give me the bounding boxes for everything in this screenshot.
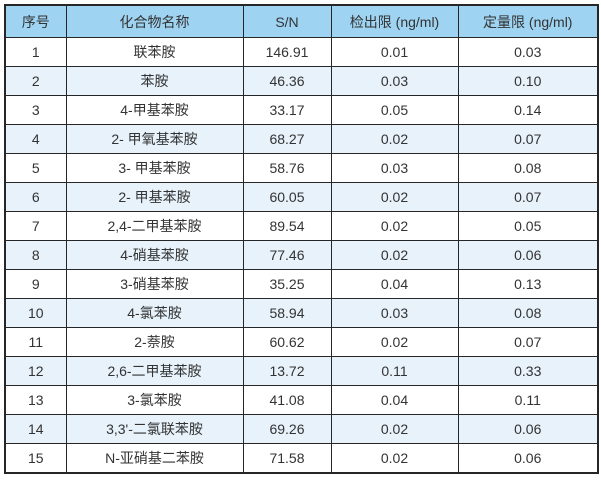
cell-sn: 33.17 [242,95,332,125]
cell-quantification-limit: 0.10 [457,66,599,96]
cell-detection-limit: 0.04 [330,385,459,415]
cell-sn: 58.76 [242,153,332,183]
col-header-index: 序号 [4,4,67,38]
cell-sn: 69.26 [242,414,332,444]
cell-index: 10 [4,298,67,328]
cell-sn: 13.72 [242,356,332,386]
table-row: 13 3-氯苯胺 41.08 0.04 0.11 [4,385,599,415]
cell-index: 12 [4,356,67,386]
cell-compound-name: 2- 甲基苯胺 [65,182,244,212]
cell-sn: 77.46 [242,240,332,270]
table-row: 4 2- 甲氧基苯胺 68.27 0.02 0.07 [4,124,599,154]
table-row: 14 3,3'-二氯联苯胺 69.26 0.02 0.06 [4,414,599,444]
cell-compound-name: N-亚硝基二苯胺 [65,443,244,474]
cell-compound-name: 4-硝基苯胺 [65,240,244,270]
cell-sn: 58.94 [242,298,332,328]
cell-compound-name: 2-萘胺 [65,327,244,357]
cell-compound-name: 3- 甲基苯胺 [65,153,244,183]
cell-compound-name: 3-硝基苯胺 [65,269,244,299]
cell-index: 6 [4,182,67,212]
cell-detection-limit: 0.03 [330,66,459,96]
cell-detection-limit: 0.11 [330,356,459,386]
cell-compound-name: 苯胺 [65,66,244,96]
col-header-compound: 化合物名称 [65,4,244,38]
cell-quantification-limit: 0.14 [457,95,599,125]
cell-index: 3 [4,95,67,125]
cell-index: 2 [4,66,67,96]
cell-compound-name: 4-氯苯胺 [65,298,244,328]
table-row: 9 3-硝基苯胺 35.25 0.04 0.13 [4,269,599,299]
cell-index: 13 [4,385,67,415]
cell-quantification-limit: 0.03 [457,37,599,67]
cell-compound-name: 2,6-二甲基苯胺 [65,356,244,386]
cell-quantification-limit: 0.13 [457,269,599,299]
header-row: 序号 化合物名称 S/N 检出限 (ng/ml) 定量限 (ng/ml) [4,4,599,38]
cell-detection-limit: 0.02 [330,211,459,241]
table-row: 2 苯胺 46.36 0.03 0.10 [4,66,599,96]
cell-detection-limit: 0.03 [330,153,459,183]
cell-quantification-limit: 0.08 [457,153,599,183]
compound-limits-table: 序号 化合物名称 S/N 检出限 (ng/ml) 定量限 (ng/ml) 1 联苯… [4,4,599,474]
cell-index: 7 [4,211,67,241]
table-row: 10 4-氯苯胺 58.94 0.03 0.08 [4,298,599,328]
table-row: 15 N-亚硝基二苯胺 71.58 0.02 0.06 [4,443,599,474]
cell-index: 9 [4,269,67,299]
col-header-sn: S/N [242,4,332,38]
cell-quantification-limit: 0.07 [457,124,599,154]
cell-index: 4 [4,124,67,154]
col-header-loq: 定量限 (ng/ml) [457,4,599,38]
cell-index: 5 [4,153,67,183]
cell-quantification-limit: 0.07 [457,182,599,212]
cell-quantification-limit: 0.06 [457,443,599,474]
table-row: 1 联苯胺 146.91 0.01 0.03 [4,37,599,67]
cell-index: 11 [4,327,67,357]
cell-compound-name: 3,3'-二氯联苯胺 [65,414,244,444]
cell-sn: 60.62 [242,327,332,357]
cell-compound-name: 2,4-二甲基苯胺 [65,211,244,241]
cell-detection-limit: 0.02 [330,443,459,474]
table-row: 8 4-硝基苯胺 77.46 0.02 0.06 [4,240,599,270]
cell-detection-limit: 0.03 [330,298,459,328]
cell-detection-limit: 0.02 [330,414,459,444]
cell-quantification-limit: 0.05 [457,211,599,241]
table-row: 5 3- 甲基苯胺 58.76 0.03 0.08 [4,153,599,183]
table-body: 1 联苯胺 146.91 0.01 0.03 2 苯胺 46.36 0.03 0.10 3 4-甲基苯… [4,37,599,474]
cell-quantification-limit: 0.06 [457,240,599,270]
cell-quantification-limit: 0.07 [457,327,599,357]
cell-compound-name: 3-氯苯胺 [65,385,244,415]
cell-sn: 41.08 [242,385,332,415]
table-row: 11 2-萘胺 60.62 0.02 0.07 [4,327,599,357]
cell-sn: 146.91 [242,37,332,67]
cell-index: 15 [4,443,67,474]
cell-index: 8 [4,240,67,270]
cell-sn: 71.58 [242,443,332,474]
cell-detection-limit: 0.02 [330,124,459,154]
cell-sn: 68.27 [242,124,332,154]
cell-compound-name: 联苯胺 [65,37,244,67]
cell-quantification-limit: 0.06 [457,414,599,444]
cell-detection-limit: 0.04 [330,269,459,299]
cell-index: 1 [4,37,67,67]
table-row: 6 2- 甲基苯胺 60.05 0.02 0.07 [4,182,599,212]
cell-sn: 60.05 [242,182,332,212]
cell-sn: 35.25 [242,269,332,299]
cell-quantification-limit: 0.08 [457,298,599,328]
cell-compound-name: 4-甲基苯胺 [65,95,244,125]
cell-sn: 46.36 [242,66,332,96]
cell-detection-limit: 0.05 [330,95,459,125]
table-row: 12 2,6-二甲基苯胺 13.72 0.11 0.33 [4,356,599,386]
cell-quantification-limit: 0.11 [457,385,599,415]
cell-sn: 89.54 [242,211,332,241]
cell-detection-limit: 0.02 [330,240,459,270]
cell-detection-limit: 0.02 [330,182,459,212]
cell-index: 14 [4,414,67,444]
table-row: 3 4-甲基苯胺 33.17 0.05 0.14 [4,95,599,125]
col-header-lod: 检出限 (ng/ml) [330,4,459,38]
table-row: 7 2,4-二甲基苯胺 89.54 0.02 0.05 [4,211,599,241]
cell-detection-limit: 0.02 [330,327,459,357]
cell-compound-name: 2- 甲氧基苯胺 [65,124,244,154]
cell-detection-limit: 0.01 [330,37,459,67]
cell-quantification-limit: 0.33 [457,356,599,386]
